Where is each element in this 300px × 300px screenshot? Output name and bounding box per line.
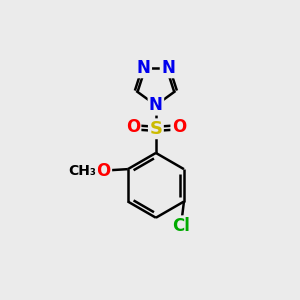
Text: O: O: [172, 118, 186, 136]
Text: N: N: [161, 59, 175, 77]
Text: N: N: [149, 96, 163, 114]
Text: N: N: [137, 59, 151, 77]
Text: O: O: [97, 162, 111, 180]
Text: CH₃: CH₃: [69, 164, 96, 178]
Text: O: O: [126, 118, 140, 136]
Text: Cl: Cl: [172, 217, 190, 235]
Text: S: S: [149, 120, 162, 138]
